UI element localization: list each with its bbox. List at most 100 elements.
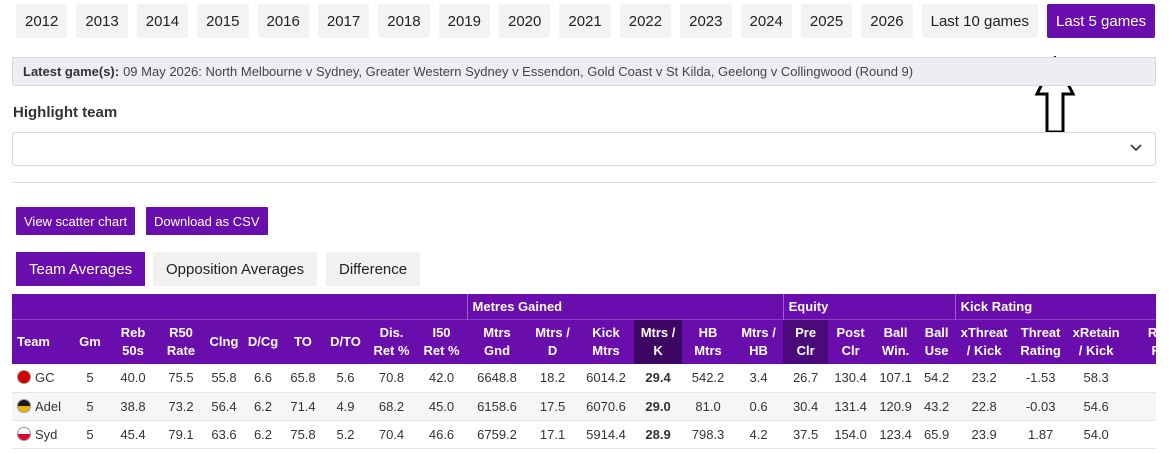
column-header[interactable]: Re R	[1124, 318, 1156, 364]
column-header[interactable]: Post Clr	[828, 318, 874, 364]
chevron-down-icon	[1130, 144, 1142, 152]
column-header[interactable]: Mtrs / D	[527, 318, 579, 364]
column-header[interactable]: Mtrs / K	[634, 318, 683, 364]
column-header-line2: D	[547, 342, 558, 358]
table-cell: 26.7	[783, 364, 829, 393]
column-header[interactable]: D/TO	[324, 318, 367, 364]
column-header[interactable]: HB Mtrs	[682, 318, 735, 364]
table-row[interactable]: Syd 5 45.4 79.1 63.6 6.2 75.8 5.2 70.4 46.6 6759.2…	[12, 420, 1156, 449]
season-button[interactable]: 2018	[378, 4, 430, 38]
table-cell: 65.8	[282, 364, 324, 393]
download-csv-button[interactable]: Download as CSV	[146, 207, 268, 235]
season-button[interactable]: 2012	[16, 4, 68, 38]
column-header[interactable]: Ball Use	[918, 318, 956, 364]
tab-difference[interactable]: Difference	[326, 252, 421, 286]
column-header[interactable]: Dis. Ret %	[367, 318, 416, 364]
season-button[interactable]: 2015	[197, 4, 249, 38]
column-header[interactable]: Gm	[72, 318, 108, 364]
column-header[interactable]: Mtrs Gnd	[467, 318, 528, 364]
column-header[interactable]: TO	[282, 318, 324, 364]
season-button[interactable]: 2025	[800, 4, 853, 38]
highlight-team-select[interactable]	[12, 132, 1156, 166]
column-header[interactable]: I50 Ret %	[416, 318, 468, 364]
table-cell: 17.1	[527, 420, 579, 449]
column-header-line2: / Kick	[1078, 342, 1114, 358]
column-header[interactable]: Ball Win.	[873, 318, 919, 364]
column-header-line2: Mtrs	[694, 342, 722, 358]
table-cell: 0.6	[734, 392, 784, 421]
column-header-line2: / Kick	[966, 342, 1002, 358]
table-cell: 130.4	[828, 364, 874, 393]
column-header[interactable]: Mtrs / HB	[734, 318, 784, 364]
table-cell: 6.6	[244, 364, 282, 393]
table-cell: 6.2	[244, 420, 282, 449]
column-header[interactable]: Reb 50s	[108, 318, 158, 364]
column-header-line1: Mtrs	[483, 324, 511, 340]
team-logo-icon	[17, 426, 31, 441]
season-button[interactable]: 2026	[861, 4, 913, 38]
table-cell: 23.2	[955, 364, 1014, 393]
column-header[interactable]: D/Cg	[244, 318, 282, 364]
season-button[interactable]: 2022	[619, 4, 672, 38]
table-cell: 45.0	[416, 392, 468, 421]
column-header-line1: Team	[17, 333, 50, 349]
table-cell: 4.9	[324, 392, 367, 421]
table-cell: 131.4	[828, 392, 874, 421]
table-cell: 6014.2	[578, 364, 635, 393]
table-cell: 38.8	[108, 392, 158, 421]
latest-games-text: 09 May 2026: North Melbourne v Sydney, G…	[123, 64, 914, 79]
group-header-equity: Equity	[782, 294, 956, 319]
table-cell: 54.6	[1068, 392, 1125, 421]
table-cell: 58.3	[1068, 364, 1125, 393]
season-button[interactable]: 2016	[257, 4, 309, 38]
table-cell: 37.5	[783, 420, 829, 449]
team-cell: GC	[12, 364, 72, 393]
table-cell: 18.2	[527, 364, 579, 393]
column-header-line2: Clr	[841, 342, 860, 358]
season-button[interactable]: 2019	[438, 4, 490, 38]
table-cell: 22.8	[955, 392, 1014, 421]
season-button[interactable]: 2021	[559, 4, 611, 38]
column-header-line1: Gm	[79, 333, 101, 349]
table-cell: 5	[72, 392, 108, 421]
column-header-line1: R50	[169, 324, 193, 340]
column-header[interactable]: Threat Rating	[1013, 318, 1069, 364]
table-row[interactable]: GC 5 40.0 75.5 55.8 6.6 65.8 5.6 70.8 42.0 6648.8 1…	[12, 364, 1156, 393]
column-header[interactable]: Kick Mtrs	[578, 318, 635, 364]
column-header[interactable]: Pre Clr	[783, 318, 829, 364]
table-cell: -1.53	[1013, 364, 1069, 393]
season-button[interactable]: Last 5 games	[1047, 4, 1156, 38]
season-button[interactable]: 2013	[76, 4, 128, 38]
view-scatter-chart-button[interactable]: View scatter chart	[16, 207, 136, 235]
column-header[interactable]: R50 Rate	[158, 318, 204, 364]
table-cell: 30.4	[783, 392, 829, 421]
season-button[interactable]: Last 10 games	[921, 4, 1039, 38]
table-cell: 73.2	[158, 392, 204, 421]
season-button[interactable]: 2014	[136, 4, 189, 38]
season-button[interactable]: 2024	[740, 4, 792, 38]
table-cell	[1124, 420, 1156, 449]
table-cell: 45.4	[108, 420, 158, 449]
column-header-line1: I50	[432, 324, 451, 340]
tab-team-averages[interactable]: Team Averages	[16, 252, 146, 286]
table-cell: 6158.6	[467, 392, 528, 421]
column-header-line2: Ret %	[373, 342, 410, 358]
table-cell: 798.3	[682, 420, 735, 449]
column-header-line1: Dis.	[379, 324, 404, 340]
table-cell: 81.0	[682, 392, 735, 421]
season-button[interactable]: 2017	[317, 4, 370, 38]
column-header-line1: D/TO	[330, 333, 361, 349]
season-button[interactable]: 2023	[680, 4, 732, 38]
column-header[interactable]: xRetain / Kick	[1068, 318, 1125, 364]
column-header[interactable]: Clng	[204, 318, 244, 364]
team-name: Adel	[35, 398, 62, 414]
table-cell: 4.2	[734, 420, 784, 449]
table-row[interactable]: Adel 5 38.8 73.2 56.4 6.2 71.4 4.9 68.2 45.0 6158.…	[12, 392, 1156, 421]
table-cell: 40.0	[108, 364, 158, 393]
column-header[interactable]: xThreat / Kick	[955, 318, 1014, 364]
tab-opposition-averages[interactable]: Opposition Averages	[153, 252, 318, 286]
column-header[interactable]: Team	[12, 318, 72, 364]
table-cell	[1124, 392, 1156, 421]
table-cell: 29.0	[634, 392, 683, 421]
season-button[interactable]: 2020	[499, 4, 551, 38]
